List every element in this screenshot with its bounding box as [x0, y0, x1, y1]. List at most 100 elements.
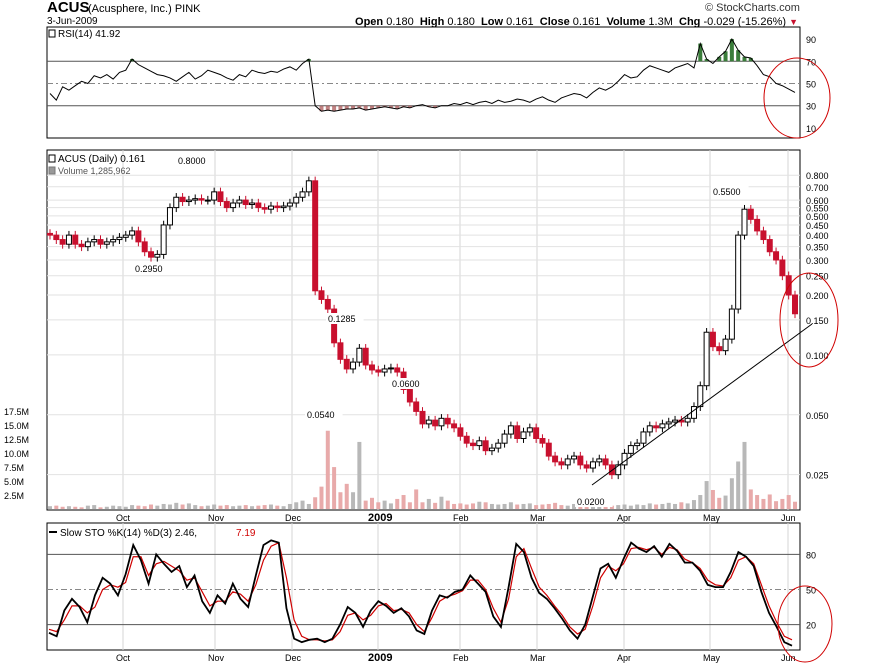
price-tick-label: 0.200: [806, 291, 829, 301]
candle-body: [703, 331, 710, 387]
volume-bar: [793, 501, 797, 509]
candle-body: [293, 196, 300, 204]
candle-body: [166, 207, 173, 226]
candle-body: [425, 419, 432, 425]
volume-bar: [369, 497, 374, 509]
volume-bar: [742, 441, 747, 509]
candle-body: [470, 442, 477, 447]
candle-body: [406, 389, 413, 403]
candle-body: [362, 347, 369, 366]
candle-body: [185, 199, 192, 203]
price-tick-label: 0.500: [806, 212, 829, 222]
volume-bar: [723, 495, 728, 509]
candle-body: [217, 191, 224, 203]
price-annotation-bg: [711, 186, 749, 197]
volume-tick-label: 17.5M: [4, 407, 29, 417]
volume-title: Volume 1,285,962: [58, 166, 131, 176]
candle-body: [728, 308, 735, 340]
volume-bar: [104, 506, 109, 509]
candle-body: [381, 368, 388, 373]
site-credit[interactable]: © StockCharts.com: [705, 2, 800, 14]
low-label: Low: [481, 16, 504, 28]
price-month-label: 2009: [368, 512, 392, 524]
price-tick-label: 0.400: [806, 231, 829, 241]
price-annotation: 0.2950: [135, 264, 163, 274]
volume-bar: [761, 498, 766, 509]
volume-bar: [186, 503, 191, 509]
candle-body: [261, 207, 268, 210]
price-annotation-bg: [133, 263, 171, 274]
candle-body: [103, 241, 110, 245]
candle-body: [236, 199, 243, 204]
volume-bar: [452, 503, 457, 509]
rsi-tick-label: 10: [806, 124, 816, 134]
volume-bar: [647, 503, 652, 509]
candle-body: [419, 410, 426, 425]
volume-bar: [515, 504, 520, 509]
volume-bar: [363, 500, 368, 509]
candle-body: [634, 442, 641, 447]
volume-bar: [673, 503, 678, 509]
rsi-tick-label: 70: [806, 57, 816, 67]
candle-body: [337, 342, 344, 360]
volume-bar: [426, 498, 431, 509]
candle-body: [242, 199, 249, 206]
price-tick-label: 0.150: [806, 316, 829, 326]
candle-body: [387, 367, 394, 370]
volume-bar: [268, 504, 273, 509]
candle-body: [608, 464, 615, 476]
stoch-month-label: Apr: [617, 653, 631, 663]
candle-body: [318, 290, 325, 300]
stoch-panel: [46, 522, 801, 651]
stoch-month-label: Dec: [285, 653, 302, 663]
candle-body: [545, 442, 552, 457]
price-annotation: 0.8000: [178, 156, 206, 166]
volume-bar: [521, 503, 526, 509]
price-tick-label: 0.100: [806, 351, 829, 361]
candle-body: [792, 294, 798, 315]
candle-body: [375, 369, 382, 373]
candle-body: [444, 417, 451, 425]
volume-legend-icon: [48, 166, 56, 175]
volume-bar: [54, 505, 59, 509]
volume-bar: [205, 505, 210, 509]
volume-bar: [559, 505, 564, 509]
volume-bar: [357, 441, 362, 509]
candle-body: [589, 461, 596, 469]
price-tick-label: 0.350: [806, 243, 829, 253]
volume-bar: [338, 492, 343, 509]
volume-bar: [489, 503, 494, 509]
candle-body: [766, 239, 773, 253]
price-annotation-bg: [326, 313, 364, 324]
volume-bar: [325, 430, 330, 509]
volume-bar: [433, 502, 438, 509]
candle-body: [65, 234, 72, 245]
candle-body: [148, 251, 155, 258]
candle-body: [621, 452, 628, 466]
candle-body: [596, 458, 603, 463]
high-value: 0.180: [447, 16, 475, 28]
volume-bar: [262, 505, 267, 509]
candle-body: [754, 218, 761, 232]
price-annotation: 0.5500: [713, 187, 741, 197]
candle-body: [179, 196, 186, 203]
volume-bar: [603, 505, 608, 509]
candle-body: [350, 361, 357, 370]
candle-body: [255, 202, 262, 209]
candle-body: [697, 385, 704, 408]
stoch-tick-label: 20: [806, 621, 816, 631]
volume-bar: [237, 505, 242, 509]
candle-body: [368, 364, 375, 371]
candle-body: [779, 259, 786, 277]
volume-bar: [736, 461, 741, 509]
price-annotation: 0.1285: [328, 314, 356, 324]
highlight-ellipse: [763, 57, 831, 139]
chart-date: 3-Jun-2009: [47, 16, 98, 27]
candle-body: [91, 239, 98, 243]
candle-body: [640, 431, 647, 444]
close-value: 0.161: [572, 16, 601, 28]
quote-summary: Open 0.180 High 0.180 Low 0.161 Close 0.…: [355, 16, 798, 28]
volume-bar: [212, 504, 217, 509]
volume-bar: [534, 505, 539, 509]
